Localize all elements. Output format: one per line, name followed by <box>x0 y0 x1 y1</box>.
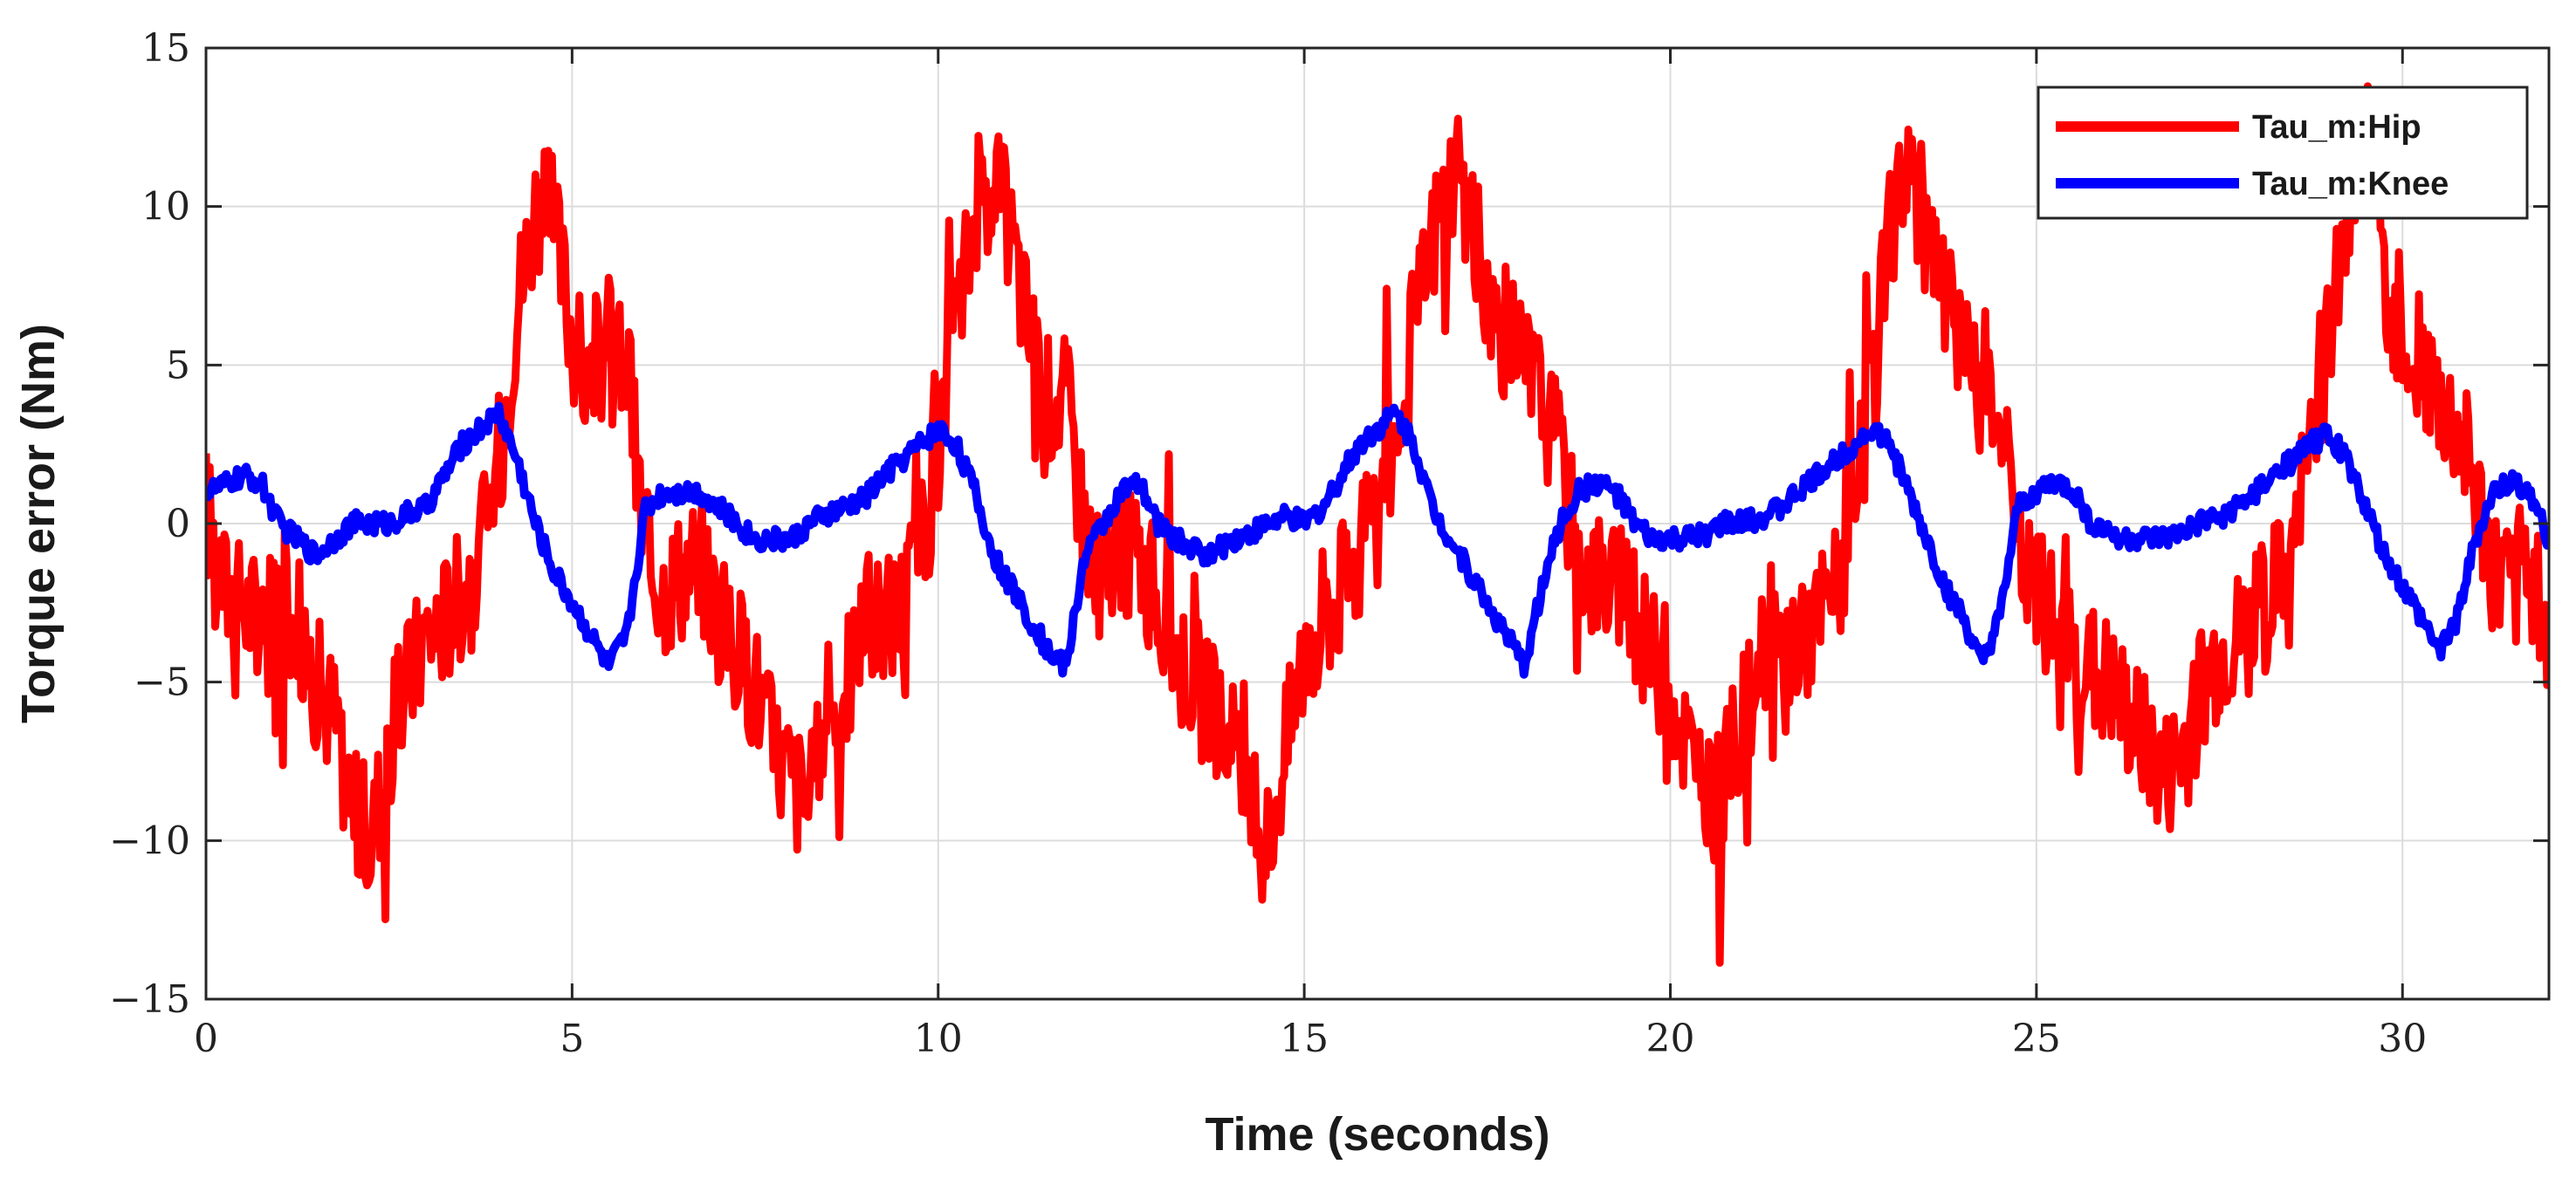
x-tick-label: 5 <box>560 1017 584 1061</box>
y-tick-label: −15 <box>109 977 190 1022</box>
legend-label-hip: Tau_m:Hip <box>2252 109 2421 146</box>
y-tick-label: −5 <box>134 661 190 705</box>
y-axis-title: Torque error (Nm) <box>12 324 65 723</box>
y-tick-label: 5 <box>166 343 190 387</box>
x-tick-label: 15 <box>1280 1017 1329 1061</box>
y-tick-label: −10 <box>109 819 190 863</box>
legend-label-knee: Tau_m:Knee <box>2252 166 2449 202</box>
x-tick-label: 30 <box>2378 1017 2427 1061</box>
series-line-hip <box>206 82 2549 967</box>
y-axis: −15 −10 −5 0 5 10 15 <box>109 26 2549 1022</box>
x-tick-label: 0 <box>194 1017 218 1061</box>
x-axis: 0 5 10 15 20 25 30 <box>194 48 2427 1061</box>
x-axis-title: Time (seconds) <box>1205 1108 1549 1161</box>
x-tick-label: 20 <box>1646 1017 1695 1061</box>
y-tick-label: 10 <box>141 185 190 229</box>
x-tick-label: 10 <box>914 1017 963 1061</box>
x-tick-label: 25 <box>2012 1017 2061 1061</box>
plot-area <box>206 82 2549 967</box>
legend-box <box>2037 86 2529 220</box>
y-tick-label: 0 <box>166 502 190 546</box>
series-line-knee <box>206 401 2549 679</box>
y-tick-label: 15 <box>141 26 190 71</box>
legend: Tau_m:Hip Tau_m:Knee <box>2037 86 2529 220</box>
